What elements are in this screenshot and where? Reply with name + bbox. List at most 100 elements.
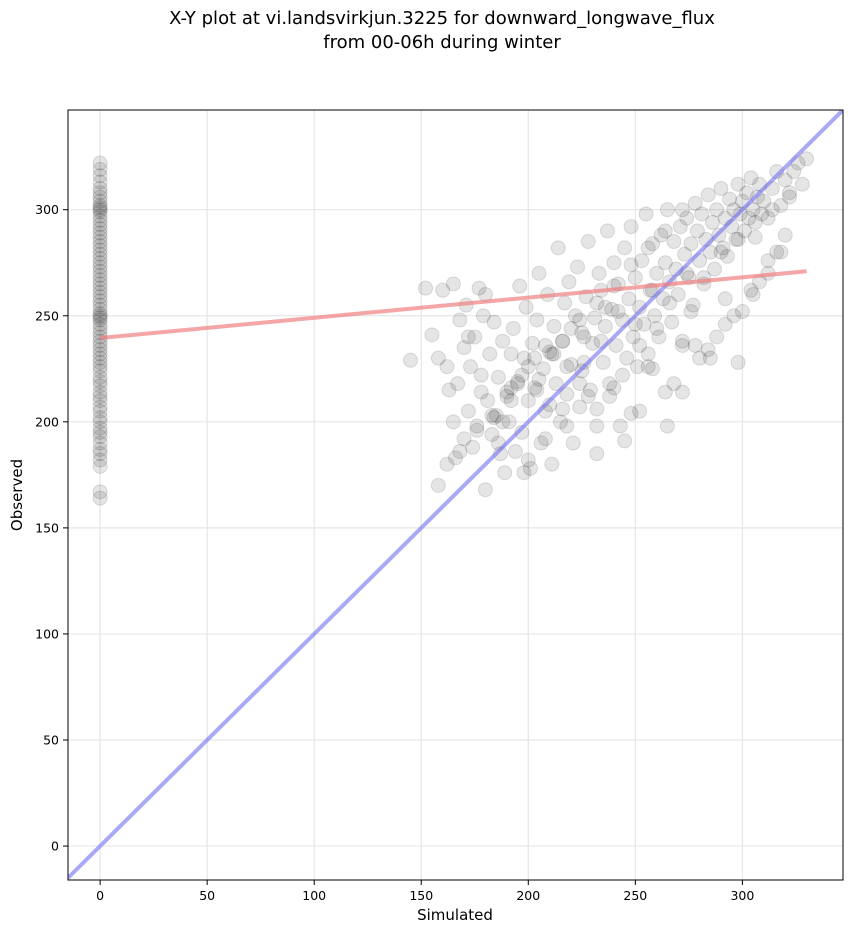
data-point-36 [510, 374, 526, 390]
zero-point-64 [92, 189, 108, 205]
data-point-169 [531, 371, 547, 387]
data-point-41 [520, 393, 536, 409]
data-point-17 [469, 418, 485, 434]
data-point-95 [636, 316, 652, 332]
zero-point-37 [92, 297, 108, 313]
data-point-45 [529, 312, 545, 328]
data-point-236 [692, 350, 708, 366]
zero-point-9 [92, 420, 108, 436]
data-point-92 [629, 359, 645, 375]
data-point-14 [462, 359, 478, 375]
zero-point-11 [92, 410, 108, 426]
data-point-30 [497, 465, 513, 481]
data-point-7 [445, 276, 461, 292]
data-point-47 [533, 435, 549, 451]
data-point-56 [552, 414, 568, 430]
x-tick-label-4: 200 [516, 888, 540, 903]
zero-point-14 [92, 393, 108, 409]
y-tick-label-2: 100 [35, 626, 59, 641]
x-tick-label-6: 300 [730, 888, 754, 903]
zero-point-19 [92, 369, 108, 385]
data-point-249 [572, 312, 588, 328]
y-tick-label-0: 0 [51, 839, 59, 854]
data-point-126 [702, 244, 718, 260]
data-point-74 [591, 265, 607, 281]
chart-title-line-2: from 00-06h during winter [323, 32, 561, 53]
zero-point-33 [92, 310, 108, 326]
zero-point-5 [92, 441, 108, 457]
data-point-242 [452, 444, 468, 460]
data-point-40 [518, 299, 534, 315]
zero-point-67 [92, 174, 108, 190]
x-tick-label-3: 150 [409, 888, 433, 903]
data-point-203 [717, 291, 733, 307]
data-point-129 [709, 202, 725, 218]
data-point-144 [741, 210, 757, 226]
data-point-46 [531, 265, 547, 281]
data-point-21 [477, 482, 493, 498]
data-point-69 [580, 234, 596, 250]
zero-point-42 [92, 276, 108, 292]
data-point-91 [627, 270, 643, 286]
data-point-152 [760, 210, 776, 226]
zero-point-44 [92, 267, 108, 283]
data-point-163 [445, 414, 461, 430]
data-point-112 [672, 219, 688, 235]
data-point-60 [561, 274, 577, 290]
data-point-248 [555, 333, 571, 349]
data-point-174 [602, 388, 618, 404]
zero-point-61 [92, 200, 108, 216]
data-point-244 [486, 410, 502, 426]
zero-point-8 [92, 424, 108, 440]
one-to-one-line [68, 110, 843, 880]
data-point-138 [728, 231, 744, 247]
zero-point-62 [92, 197, 108, 213]
data-point-142 [737, 223, 753, 239]
zero-point-3 [92, 452, 108, 468]
data-point-87 [619, 350, 635, 366]
data-point-77 [597, 318, 613, 334]
data-point-151 [756, 193, 772, 209]
data-point-42 [522, 460, 538, 476]
data-point-238 [726, 308, 742, 324]
data-point-187 [439, 456, 455, 472]
data-point-231 [606, 380, 622, 396]
zero-point-47 [92, 255, 108, 271]
zero-point-32 [92, 312, 108, 328]
zero-point-31 [92, 316, 108, 332]
data-point-209 [514, 367, 530, 383]
plot-area [68, 110, 843, 880]
data-point-229 [572, 376, 588, 392]
data-point-16 [467, 329, 483, 345]
data-point-224 [764, 202, 780, 218]
data-point-96 [638, 206, 654, 222]
zero-point-15 [92, 388, 108, 404]
data-point-78 [600, 223, 616, 239]
data-point-2 [424, 327, 440, 343]
data-point-222 [730, 231, 746, 247]
zero-point-48 [92, 250, 108, 266]
zero-point-21 [92, 359, 108, 375]
data-point-65 [572, 399, 588, 415]
data-point-106 [659, 202, 675, 218]
data-point-13 [460, 403, 476, 419]
data-point-26 [488, 407, 504, 423]
data-point-97 [640, 346, 656, 362]
data-point-198 [632, 337, 648, 353]
data-point-81 [606, 255, 622, 271]
zero-point-56 [92, 217, 108, 233]
data-point-71 [585, 335, 601, 351]
zero-point-41 [92, 280, 108, 296]
zero-point-20 [92, 363, 108, 379]
data-point-218 [662, 295, 678, 311]
data-point-132 [715, 240, 731, 256]
data-point-24 [484, 427, 500, 443]
data-point-29 [495, 333, 511, 349]
data-point-102 [651, 329, 667, 345]
zero-point-43 [92, 272, 108, 288]
data-point-192 [527, 350, 543, 366]
data-point-213 [576, 329, 592, 345]
x-tick-label-1: 50 [199, 888, 215, 903]
zero-point-17 [92, 378, 108, 394]
data-point-195 [580, 388, 596, 404]
